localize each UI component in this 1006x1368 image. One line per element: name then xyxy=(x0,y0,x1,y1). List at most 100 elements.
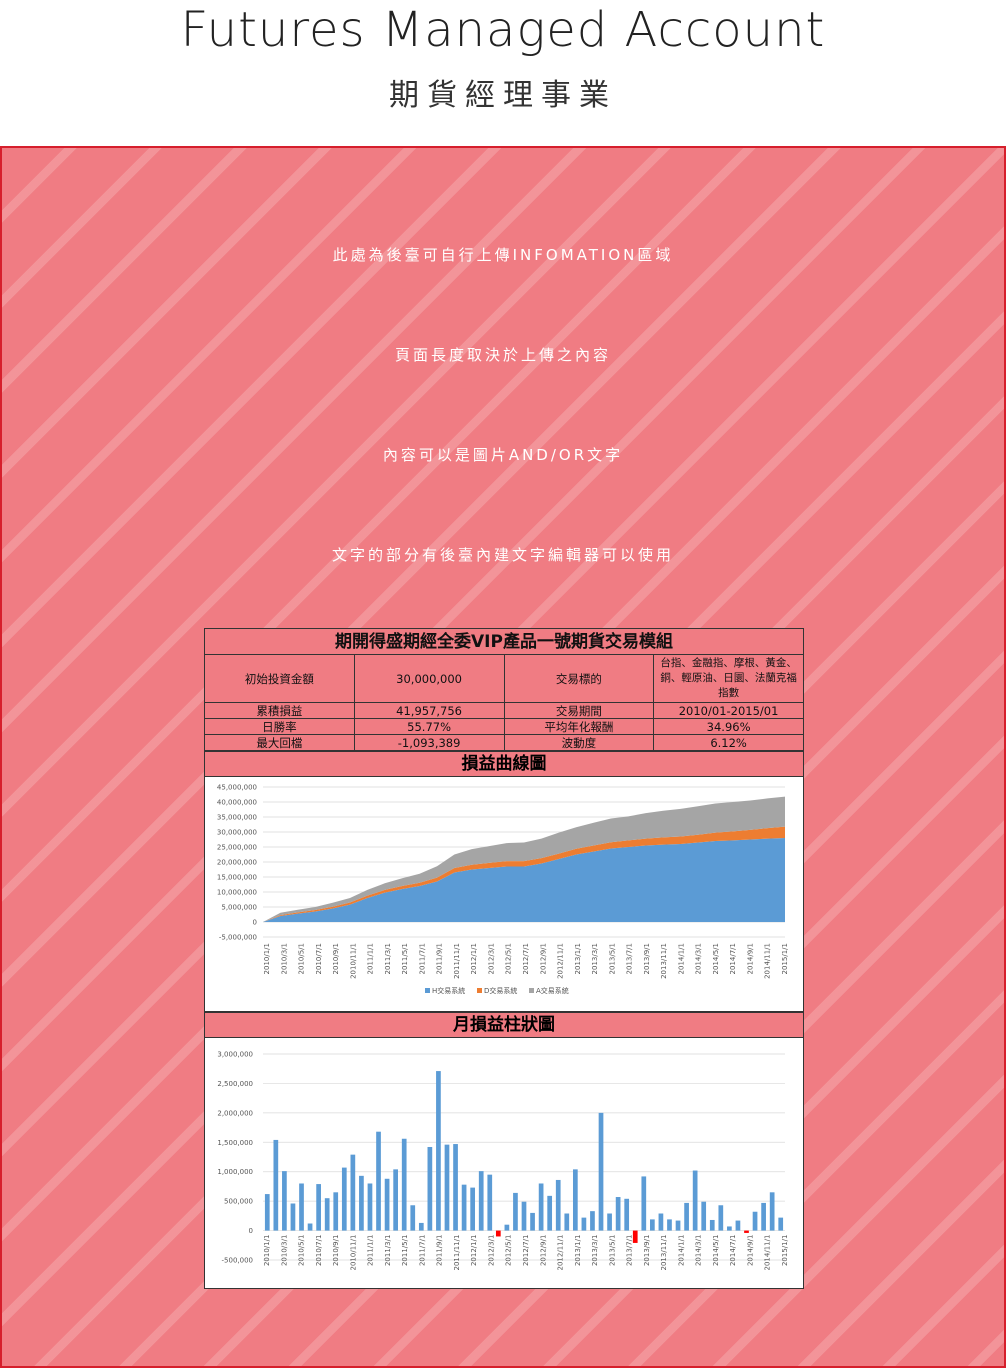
equity-chart: 45,000,000 40,000,000 35,000,000 30,000,000… xyxy=(204,777,804,1012)
monthly-bar xyxy=(692,1170,698,1231)
x-tick-label: 2012/9/1 xyxy=(539,1235,547,1266)
monthly-bar xyxy=(530,1212,535,1231)
monthly-bar xyxy=(632,1230,638,1243)
monthly-chart: 3,000,000 2,500,000 2,000,000 1,500,000 1,00… xyxy=(204,1038,804,1289)
y-tick-label: 15,000,000 xyxy=(217,874,257,882)
x-tick-label: 2013/1/1 xyxy=(574,943,582,974)
monthly-bar xyxy=(393,1169,398,1231)
stat-value: -1,093,389 xyxy=(353,734,505,751)
info-line-4: 文字的部分有後臺內建文字編輯器可以使用 xyxy=(331,546,674,564)
info-line-1: 此處為後臺可自行上傳INFOMATION區域 xyxy=(332,246,674,264)
monthly-bar xyxy=(675,1220,681,1231)
x-tick-label: 2012/5/1 xyxy=(505,943,513,974)
x-tick-label: 2014/1/1 xyxy=(677,943,685,974)
monthly-bar xyxy=(461,1184,467,1231)
x-tick-label: 2011/11/1 xyxy=(453,943,461,979)
x-tick-label: 2014/7/1 xyxy=(729,943,737,974)
y-tick-label: 2,000,000 xyxy=(217,1109,253,1117)
monthly-bar-svg: 3,000,000 2,500,000 2,000,000 1,500,000 1,00… xyxy=(217,1051,789,1271)
stat-value: 55.77% xyxy=(353,718,505,735)
page-title: Futures Managed Account xyxy=(180,2,826,58)
x-tick-label: 2012/1/1 xyxy=(470,943,478,974)
table-row: 初始投資金額 30,000,000 交易標的 台指、金融指、摩根、黃金、銅、輕原… xyxy=(204,654,804,703)
monthly-bar xyxy=(359,1175,364,1231)
monthly-bar xyxy=(769,1192,775,1231)
monthly-bar xyxy=(427,1146,433,1231)
x-tick-label: 2010/3/1 xyxy=(280,1235,288,1266)
x-tick-label: 2013/7/1 xyxy=(626,943,634,974)
monthly-bar xyxy=(401,1138,407,1231)
series-a-area xyxy=(263,796,785,922)
x-tick-label: 2014/9/1 xyxy=(746,943,754,974)
y-tick-label: 1,500,000 xyxy=(217,1139,253,1147)
x-tick-label: 2014/5/1 xyxy=(712,1235,720,1266)
stat-value: 41,957,756 xyxy=(353,702,505,719)
x-tick-label: 2010/11/1 xyxy=(349,943,357,979)
monthly-bar xyxy=(718,1205,724,1231)
performance-report: 期開得盛期經全委VIP產品一號期貨交易模組 初始投資金額 30,000,000 … xyxy=(204,628,804,1289)
y-tick-label: 5,000,000 xyxy=(221,904,257,912)
y-tick-label: 0 xyxy=(253,919,257,927)
x-tick-label: 2014/5/1 xyxy=(712,943,720,974)
y-tick-label: 10,000,000 xyxy=(217,889,257,897)
x-tick-label: 2010/7/1 xyxy=(315,943,323,974)
x-tick-label: 2014/11/1 xyxy=(764,1235,772,1271)
series-d-area xyxy=(263,826,785,922)
x-tick-label: 2012/5/1 xyxy=(505,1235,513,1266)
stat-value: 30,000,000 xyxy=(353,654,505,703)
monthly-bar xyxy=(350,1154,356,1231)
table-row: 累積損益 41,957,756 交易期間 2010/01-2015/01 xyxy=(204,702,804,719)
stat-label: 最大回檔 xyxy=(204,734,355,751)
y-tick-label: 2,500,000 xyxy=(217,1080,253,1088)
page-subtitle: 期貨經理事業 xyxy=(389,78,617,113)
monthly-bar xyxy=(778,1217,784,1231)
stat-label: 日勝率 xyxy=(204,718,355,735)
y-tick-label: 500,000 xyxy=(224,1198,253,1206)
monthly-bar xyxy=(564,1213,570,1231)
x-tick-label: 2012/11/1 xyxy=(557,1235,565,1271)
x-tick-label: 2011/1/1 xyxy=(367,1235,375,1266)
monthly-bar xyxy=(615,1197,621,1231)
monthly-bar xyxy=(538,1183,544,1231)
monthly-bar xyxy=(436,1071,441,1231)
monthly-bar xyxy=(478,1171,484,1231)
monthly-bar xyxy=(307,1223,313,1231)
x-tick-label: 2012/1/1 xyxy=(470,1235,478,1266)
stat-label: 平均年化報酬 xyxy=(503,718,655,735)
monthly-bar xyxy=(658,1213,664,1231)
table-row: 日勝率 55.77% 平均年化報酬 34.96% xyxy=(204,718,804,735)
table-row: 最大回檔 -1,093,389 波動度 6.12% xyxy=(204,734,804,751)
monthly-bar xyxy=(650,1219,655,1231)
monthly-bar xyxy=(727,1226,732,1231)
x-tick-label: 2013/5/1 xyxy=(608,1235,616,1266)
page-header: Futures Managed Account 期貨經理事業 xyxy=(0,0,1006,146)
monthly-bar xyxy=(709,1219,715,1231)
x-tick-label: 2010/3/1 xyxy=(280,943,288,974)
monthly-bar xyxy=(752,1211,758,1231)
monthly-bar xyxy=(667,1219,672,1231)
monthly-bar xyxy=(744,1230,749,1233)
monthly-bar xyxy=(282,1171,287,1231)
stat-label: 交易標的 xyxy=(503,654,655,703)
x-tick-label: 2011/3/1 xyxy=(384,1235,392,1266)
y-tick-label: 25,000,000 xyxy=(217,844,257,852)
monthly-bar xyxy=(590,1211,595,1231)
stats-table: 期開得盛期經全委VIP產品一號期貨交易模組 初始投資金額 30,000,000 … xyxy=(204,628,804,751)
x-tick-label: 2011/3/1 xyxy=(384,943,392,974)
monthly-bar xyxy=(333,1192,339,1231)
legend-swatch xyxy=(425,988,430,993)
x-tick-label: 2012/3/1 xyxy=(487,943,495,974)
x-tick-label: 2014/9/1 xyxy=(746,1235,754,1266)
monthly-bar xyxy=(376,1131,381,1231)
x-tick-label: 2011/11/1 xyxy=(453,1235,461,1271)
x-tick-label: 2011/9/1 xyxy=(436,943,444,974)
series-h-area xyxy=(263,838,785,922)
legend-swatch xyxy=(477,988,482,993)
monthly-bar xyxy=(521,1201,527,1231)
monthly-bar xyxy=(453,1144,458,1231)
monthly-bar xyxy=(299,1183,304,1231)
y-tick-label: 35,000,000 xyxy=(217,814,257,822)
monthly-bar xyxy=(444,1144,450,1231)
monthly-bar xyxy=(487,1174,493,1231)
x-tick-label: 2013/5/1 xyxy=(608,943,616,974)
